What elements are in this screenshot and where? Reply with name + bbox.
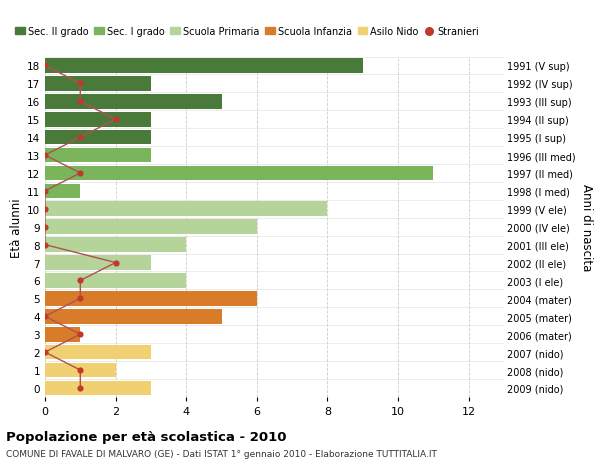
Bar	[45, 59, 363, 73]
Bar	[45, 166, 433, 181]
Point	[76, 277, 85, 285]
Point	[76, 331, 85, 338]
Text: COMUNE DI FAVALE DI MALVARO (GE) - Dati ISTAT 1° gennaio 2010 - Elaborazione TUT: COMUNE DI FAVALE DI MALVARO (GE) - Dati …	[6, 449, 437, 458]
Point	[111, 116, 121, 123]
Bar	[45, 363, 116, 378]
Bar	[45, 327, 80, 342]
Point	[76, 134, 85, 141]
Bar	[45, 130, 151, 145]
Bar	[45, 345, 151, 360]
Legend: Sec. II grado, Sec. I grado, Scuola Primaria, Scuola Infanzia, Asilo Nido, Stran: Sec. II grado, Sec. I grado, Scuola Prim…	[11, 23, 483, 41]
Y-axis label: Anni di nascita: Anni di nascita	[580, 184, 593, 271]
Bar	[45, 184, 80, 199]
Point	[40, 188, 50, 195]
Point	[76, 385, 85, 392]
Point	[76, 295, 85, 302]
Point	[76, 170, 85, 177]
Bar	[45, 381, 151, 395]
Bar	[45, 256, 151, 270]
Bar	[45, 220, 257, 235]
Text: Popolazione per età scolastica - 2010: Popolazione per età scolastica - 2010	[6, 431, 287, 443]
Bar	[45, 202, 328, 217]
Point	[40, 206, 50, 213]
Point	[40, 62, 50, 70]
Point	[40, 152, 50, 159]
Bar	[45, 77, 151, 91]
Point	[76, 80, 85, 88]
Point	[40, 313, 50, 320]
Y-axis label: Età alunni: Età alunni	[10, 197, 23, 257]
Bar	[45, 291, 257, 306]
Bar	[45, 274, 186, 288]
Point	[76, 367, 85, 374]
Bar	[45, 95, 221, 109]
Bar	[45, 309, 221, 324]
Bar	[45, 148, 151, 163]
Point	[40, 241, 50, 249]
Bar	[45, 112, 151, 127]
Point	[76, 98, 85, 106]
Point	[40, 349, 50, 356]
Point	[40, 224, 50, 231]
Point	[111, 259, 121, 267]
Bar	[45, 238, 186, 252]
